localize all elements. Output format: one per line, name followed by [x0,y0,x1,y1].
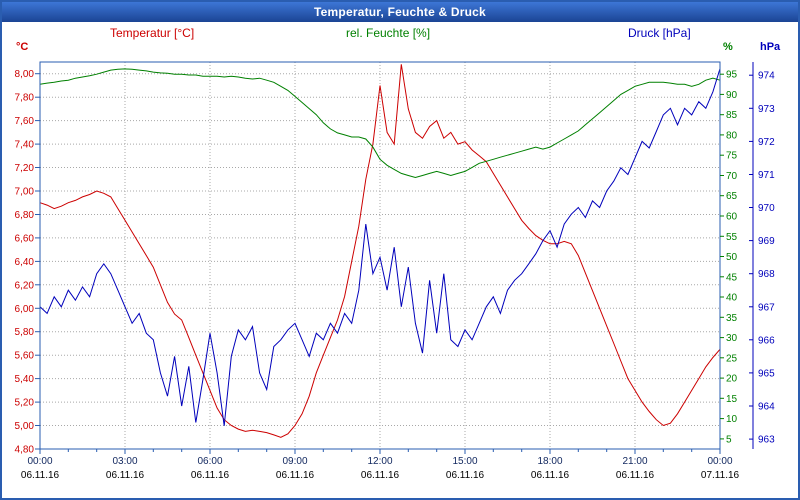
svg-text:06.11.16: 06.11.16 [531,470,570,481]
svg-text:6,60: 6,60 [15,233,35,244]
svg-text:35: 35 [726,313,738,324]
svg-text:7,40: 7,40 [15,140,35,151]
svg-text:30: 30 [726,333,738,344]
svg-text:21:00: 21:00 [622,456,647,467]
svg-text:85: 85 [726,110,738,121]
svg-text:50: 50 [726,252,738,263]
svg-text:5,80: 5,80 [15,327,35,338]
svg-text:95: 95 [726,70,738,81]
svg-text:06.11.16: 06.11.16 [21,470,60,481]
svg-text:80: 80 [726,130,738,141]
window-title: Temperatur, Feuchte & Druck [314,5,486,19]
svg-text:00:00: 00:00 [27,456,52,467]
svg-text:75: 75 [726,151,738,162]
svg-text:8,00: 8,00 [15,69,35,80]
svg-text:974: 974 [758,71,775,82]
svg-text:06:00: 06:00 [197,456,222,467]
svg-text:06.11.16: 06.11.16 [191,470,230,481]
svg-text:90: 90 [726,90,738,101]
title-bar: Temperatur, Feuchte & Druck [2,2,798,22]
svg-text:7,80: 7,80 [15,93,35,104]
svg-text:973: 973 [758,104,775,115]
legend-humidity: rel. Feuchte [%] [346,26,431,40]
svg-text:4,80: 4,80 [15,445,35,456]
svg-text:20: 20 [726,374,738,385]
svg-text:09:00: 09:00 [282,456,307,467]
svg-text:00:00: 00:00 [707,456,732,467]
svg-text:967: 967 [758,302,775,313]
svg-text:06.11.16: 06.11.16 [446,470,485,481]
svg-text:10: 10 [726,414,738,425]
svg-text:06.11.16: 06.11.16 [106,470,145,481]
svg-text:965: 965 [758,368,775,379]
svg-text:5: 5 [726,434,732,445]
svg-text:7,60: 7,60 [15,116,35,127]
svg-text:963: 963 [758,435,775,446]
legend-temperature: Temperatur [°C] [110,26,195,40]
axis-unit-percent: % [723,41,733,53]
svg-text:40: 40 [726,293,738,304]
svg-text:964: 964 [758,402,775,413]
svg-text:06.11.16: 06.11.16 [276,470,315,481]
svg-text:18:00: 18:00 [537,456,562,467]
svg-text:7,20: 7,20 [15,163,35,174]
svg-text:60: 60 [726,212,738,223]
svg-text:972: 972 [758,137,775,148]
svg-text:15:00: 15:00 [452,456,477,467]
svg-text:25: 25 [726,353,738,364]
svg-text:7,00: 7,00 [15,187,35,198]
svg-text:6,00: 6,00 [15,304,35,315]
svg-text:5,00: 5,00 [15,421,35,432]
svg-text:45: 45 [726,272,738,283]
svg-text:971: 971 [758,170,775,181]
svg-text:70: 70 [726,171,738,182]
svg-text:5,60: 5,60 [15,351,35,362]
svg-text:6,40: 6,40 [15,257,35,268]
svg-text:969: 969 [758,236,775,247]
svg-text:970: 970 [758,203,775,214]
svg-text:06.11.16: 06.11.16 [361,470,400,481]
svg-text:03:00: 03:00 [112,456,137,467]
svg-text:6,80: 6,80 [15,210,35,221]
axis-unit-celsius: °C [16,41,29,53]
svg-text:5,20: 5,20 [15,398,35,409]
axis-unit-hpa: hPa [760,41,781,53]
svg-text:15: 15 [726,394,738,405]
chart-canvas: 8,00 7,80 7,60 7,40 7,20 7,00 6,80 6,60 6,40 6,20… [15,61,775,481]
svg-text:968: 968 [758,269,775,280]
svg-text:12:00: 12:00 [367,456,392,467]
svg-text:966: 966 [758,335,775,346]
svg-text:6,20: 6,20 [15,280,35,291]
svg-text:5,40: 5,40 [15,374,35,385]
svg-text:65: 65 [726,191,738,202]
svg-text:55: 55 [726,232,738,243]
legend-pressure: Druck [hPa] [628,26,691,40]
svg-text:07.11.16: 07.11.16 [701,470,740,481]
svg-text:06.11.16: 06.11.16 [616,470,655,481]
